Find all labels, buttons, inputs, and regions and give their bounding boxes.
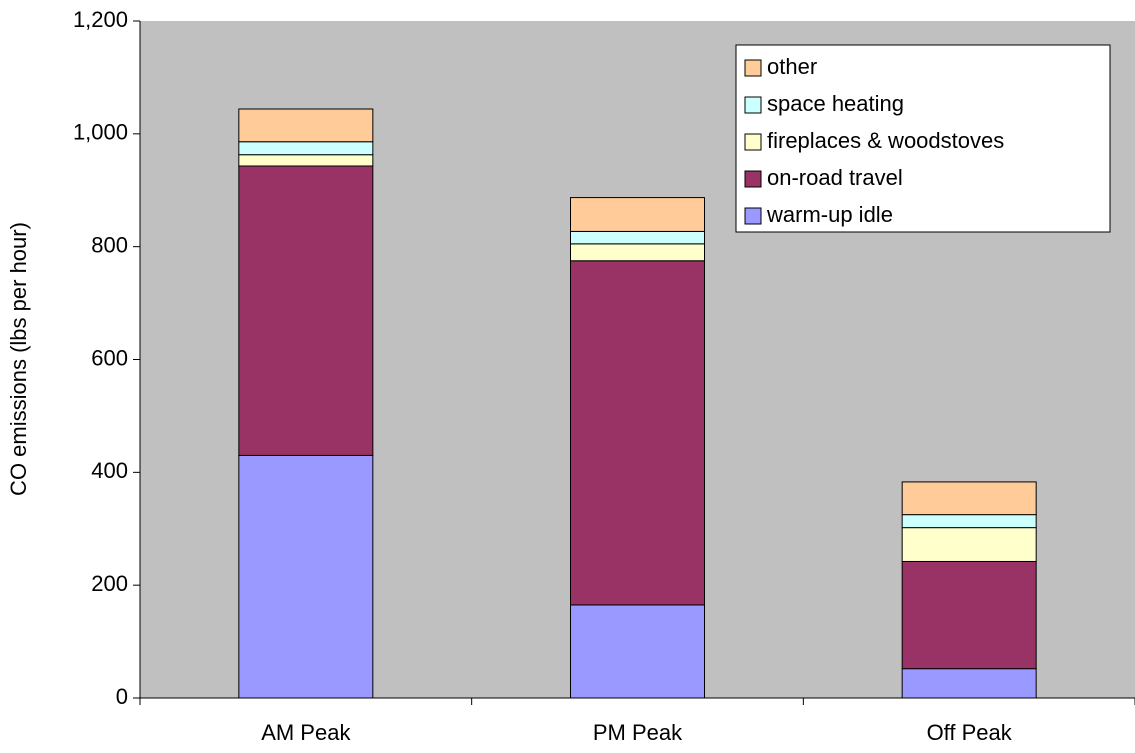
legend-label: warm-up idle [766,202,893,227]
legend-swatch [744,170,762,188]
x-axis-ticks: AM Peak PM Peak Off Peak [139,698,1135,745]
bar-segment-on-road-travel [901,560,1037,670]
bar-segment-space-heating [901,514,1037,529]
bar-segment-space-heating [570,230,705,245]
x-tick-label: PM Peak [593,720,683,745]
bar-segment-other [238,108,374,143]
bar-segment-fireplaces-woodstoves [238,154,374,167]
bar-segment-fireplaces-woodstoves [570,243,705,262]
bar-segment-warm-up-idle [238,454,374,699]
bar-segment-space-heating [238,141,374,156]
legend: other space heating fireplaces & woodstove… [735,44,1111,233]
y-tick-label: 800 [91,232,128,257]
legend-box [735,44,1111,233]
y-tick-label: 200 [91,571,128,596]
legend-label: on-road travel [767,165,903,190]
legend-swatch [744,59,762,77]
bar-segment-fireplaces-woodstoves [901,527,1037,562]
legend-label: fireplaces & woodstoves [767,128,1004,153]
bar-segment-on-road-travel [570,260,705,606]
y-axis-ticks: 0 200 400 600 800 1,000 1,200 [73,7,140,709]
bar-segment-warm-up-idle [901,668,1037,699]
bar-segment-on-road-travel [238,165,374,456]
x-tick-label: Off Peak [927,720,1013,745]
y-tick-label: 600 [91,345,128,370]
y-tick-label: 1,000 [73,120,128,145]
bar-segment-other [901,481,1037,516]
legend-swatch [744,207,762,225]
legend-swatch [744,133,762,151]
legend-label: space heating [767,91,904,116]
legend-swatch [744,96,762,114]
bar-group [238,108,1037,699]
y-tick-label: 1,200 [73,7,128,32]
y-axis-title: CO emissions (lbs per hour) [6,222,31,496]
legend-label: other [767,54,817,79]
x-tick-label: AM Peak [261,720,351,745]
y-tick-label: 0 [116,684,128,709]
bar-segment-other [570,197,705,232]
bar-segment-warm-up-idle [570,604,705,699]
y-tick-label: 400 [91,458,128,483]
